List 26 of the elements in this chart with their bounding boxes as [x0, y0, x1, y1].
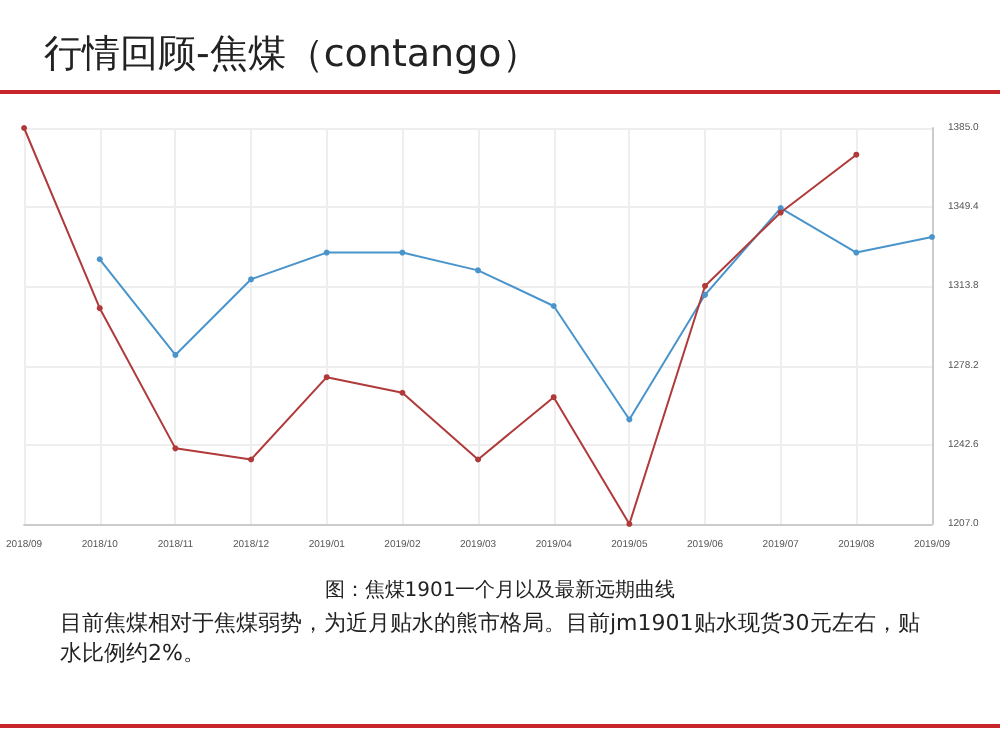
text: 图：焦煤1901一个月以及最新远期曲线 — [322, 577, 678, 604]
point — [323, 374, 330, 381]
point — [172, 445, 179, 452]
point — [702, 291, 709, 298]
line-series — [96, 205, 935, 423]
point — [248, 456, 255, 463]
point — [248, 276, 255, 283]
point — [475, 267, 482, 274]
point — [475, 456, 482, 463]
point — [853, 249, 860, 256]
point — [399, 249, 406, 256]
point — [550, 302, 557, 309]
point — [96, 256, 103, 263]
point — [21, 125, 28, 131]
point — [702, 282, 709, 289]
point — [929, 234, 935, 241]
point — [172, 351, 179, 358]
point — [853, 151, 860, 158]
point — [550, 394, 557, 401]
point — [399, 389, 406, 396]
line-series — [21, 125, 860, 527]
point — [626, 416, 633, 423]
point — [626, 521, 633, 527]
text: 目前焦煤相对于焦煤弱势，为近月贴水的熊市格局。目前jm1901贴水现货30元左右，贴水比例约2%。 — [60, 608, 922, 668]
chart-title: 行情回顾-焦煤（contango） — [44, 30, 540, 80]
point — [96, 305, 103, 312]
